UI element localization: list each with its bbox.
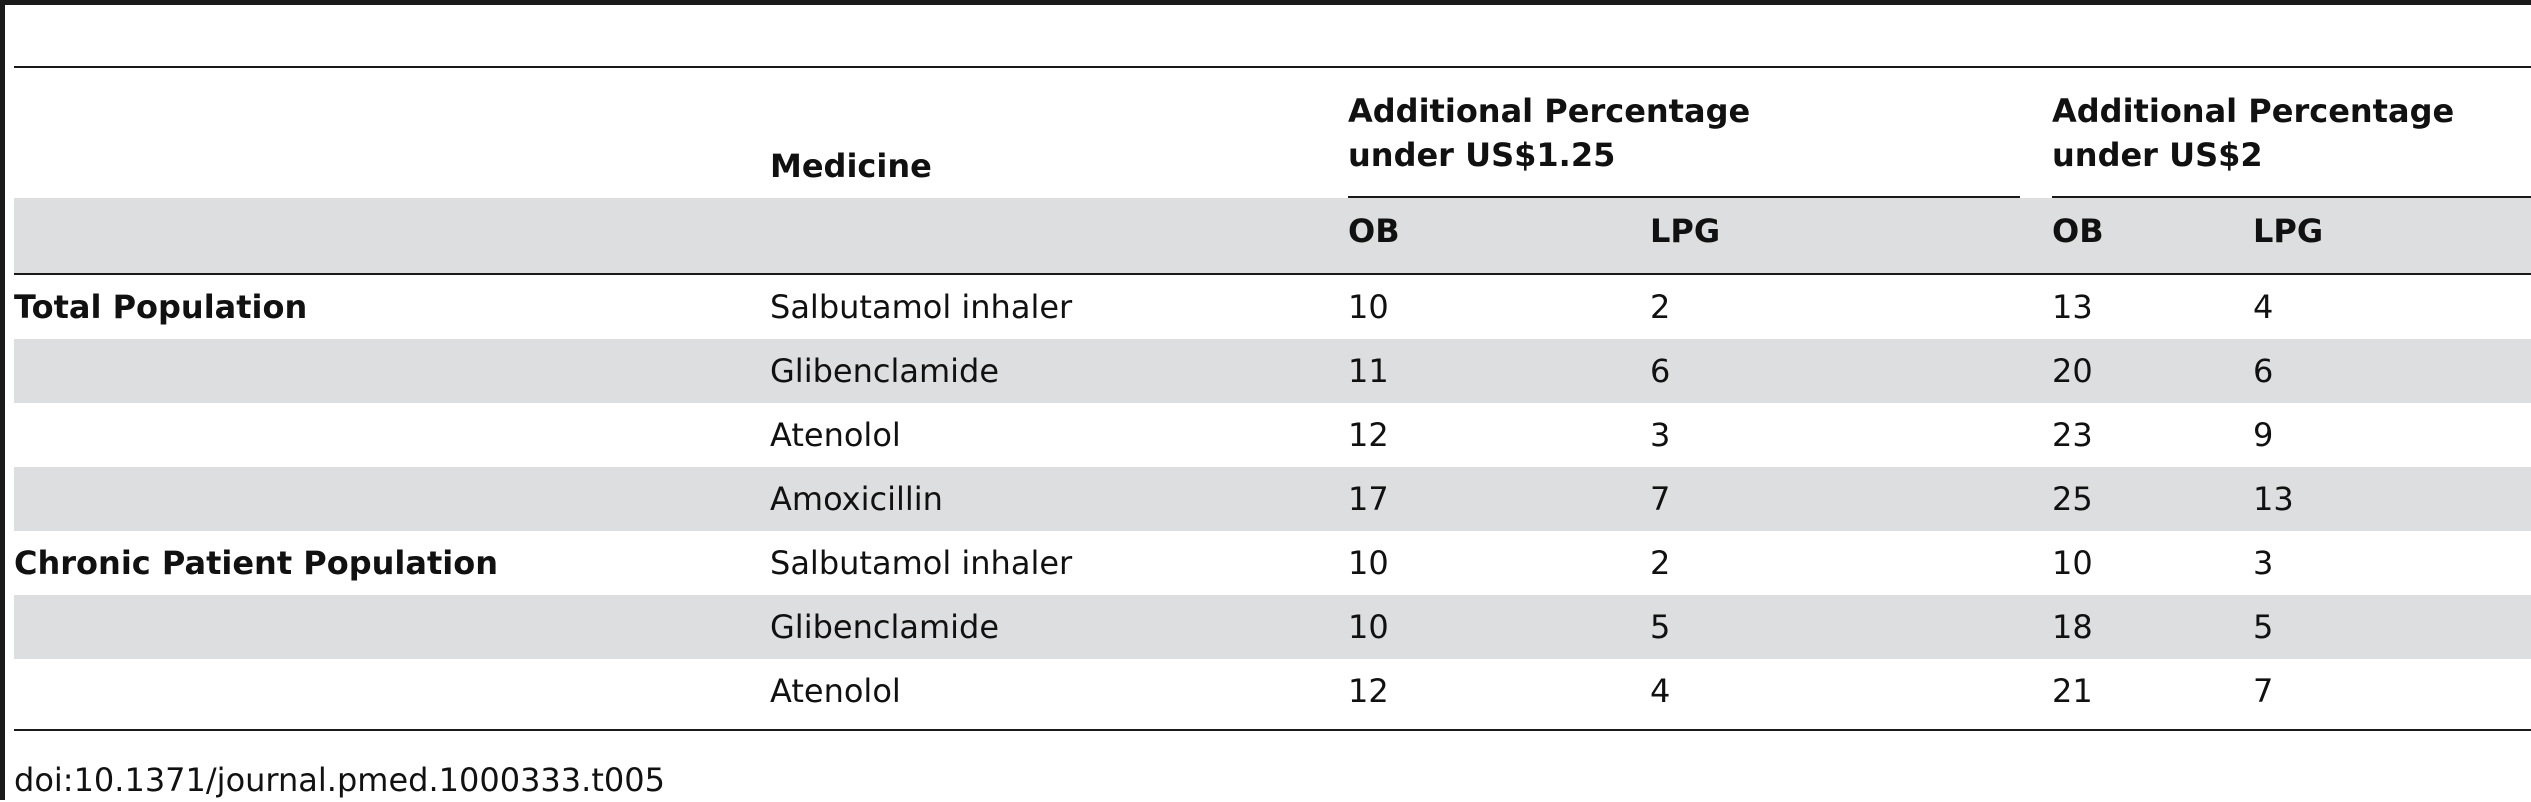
ob-125-cell: 10 [1348,544,1389,582]
ob-125-cell: 10 [1348,288,1389,326]
ob-2-cell: 10 [2052,544,2093,582]
lpg-125-cell: 3 [1650,416,1671,454]
lpg-2-cell: 4 [2253,288,2274,326]
ob-2-cell: 13 [2052,288,2093,326]
lpg-2-cell: 6 [2253,352,2274,390]
header-group2-line1: Additional Percentage [2052,92,2455,130]
table-bottom-rule [14,729,2531,731]
lpg-125-cell: 6 [1650,352,1671,390]
row-band-4 [14,467,2531,531]
ob-125-cell: 17 [1348,480,1389,518]
lpg-125-cell: 5 [1650,608,1671,646]
medicine-cell: Amoxicillin [770,480,943,518]
ob-2-cell: 20 [2052,352,2093,390]
group1-rule [1348,196,2020,198]
lpg-2-cell: 3 [2253,544,2274,582]
header-lpg-2: LPG [2253,212,2324,250]
header-medicine: Medicine [770,147,932,185]
ob-2-cell: 21 [2052,672,2093,710]
ob-2-cell: 23 [2052,416,2093,454]
top-border [0,0,2531,5]
medicine-cell: Glibenclamide [770,608,1000,646]
table-top-rule [14,66,2531,68]
ob-125-cell: 12 [1348,416,1389,454]
row-band-2 [14,339,2531,403]
medicine-cell: Glibenclamide [770,352,1000,390]
medicine-cell: Atenolol [770,672,901,710]
ob-125-cell: 11 [1348,352,1389,390]
ob-125-cell: 10 [1348,608,1389,646]
header-group2-line2: under US$2 [2052,136,2263,174]
lpg-125-cell: 2 [1650,544,1671,582]
ob-2-cell: 25 [2052,480,2093,518]
lpg-125-cell: 2 [1650,288,1671,326]
header-group1-line1: Additional Percentage [1348,92,1751,130]
lpg-125-cell: 4 [1650,672,1671,710]
header-bottom-rule [14,273,2531,275]
subheader-band [14,198,2531,273]
ob-125-cell: 12 [1348,672,1389,710]
lpg-125-cell: 7 [1650,480,1671,518]
header-group1-line2: under US$1.25 [1348,136,1616,174]
lpg-2-cell: 5 [2253,608,2274,646]
ob-2-cell: 18 [2052,608,2093,646]
medicine-cell: Salbutamol inhaler [770,544,1073,582]
lpg-2-cell: 9 [2253,416,2274,454]
medicine-cell: Salbutamol inhaler [770,288,1073,326]
header-ob-125: OB [1348,212,1400,250]
population-label: Total Population [14,288,308,326]
left-border [0,0,5,800]
population-label: Chronic Patient Population [14,544,498,582]
header-ob-2: OB [2052,212,2104,250]
medicine-cell: Atenolol [770,416,901,454]
group2-rule [2052,196,2531,198]
row-band-6 [14,595,2531,659]
header-lpg-125: LPG [1650,212,1721,250]
lpg-2-cell: 7 [2253,672,2274,710]
doi-caption: doi:10.1371/journal.pmed.1000333.t005 [14,761,665,799]
lpg-2-cell: 13 [2253,480,2294,518]
